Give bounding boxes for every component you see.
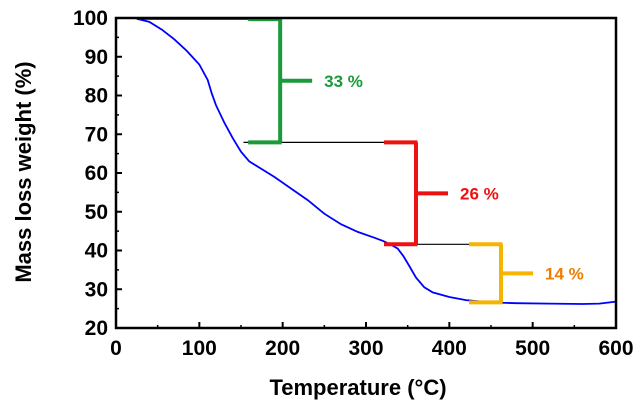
mass-loss-bracket [384, 140, 448, 247]
y-axis-title: Mass loss weight (%) [11, 61, 36, 282]
x-axis-title: Temperature (°C) [269, 375, 446, 400]
y-tick-label: 50 [85, 201, 108, 224]
y-tick-label: 90 [85, 46, 108, 69]
y-tick-label: 60 [85, 162, 108, 185]
y-tick-label: 70 [85, 123, 108, 146]
mass-loss-bracket [469, 242, 533, 305]
ticks-layer [115, 17, 617, 329]
plot-frame [114, 16, 618, 330]
curve-layer [136, 17, 617, 305]
bracket-layer [248, 17, 533, 305]
y-tick-label: 30 [85, 278, 108, 301]
tga-curve [136, 17, 617, 305]
labels-layer: 0 100 200 300 400 500 600 20 30 40 50 60 70 80 90 100 33… [73, 7, 634, 360]
y-tick-label: 80 [85, 85, 108, 108]
x-tick-label: 200 [265, 337, 300, 360]
x-tick-label: 400 [432, 337, 467, 360]
mass-loss-bracket [248, 17, 313, 145]
y-tick-label: 40 [85, 240, 108, 263]
mass-loss-label: 14 % [545, 264, 584, 283]
x-tick-label: 600 [598, 337, 633, 360]
x-tick-label: 300 [348, 337, 383, 360]
mass-loss-label: 26 % [460, 184, 499, 203]
x-tick-label: 500 [515, 337, 550, 360]
x-tick-label: 100 [182, 337, 217, 360]
y-tick-label: 100 [73, 7, 108, 30]
mass-loss-label: 33 % [324, 72, 363, 91]
y-tick-label: 20 [85, 317, 108, 340]
reference-lines [136, 18, 501, 245]
x-tick-label: 0 [110, 337, 122, 360]
